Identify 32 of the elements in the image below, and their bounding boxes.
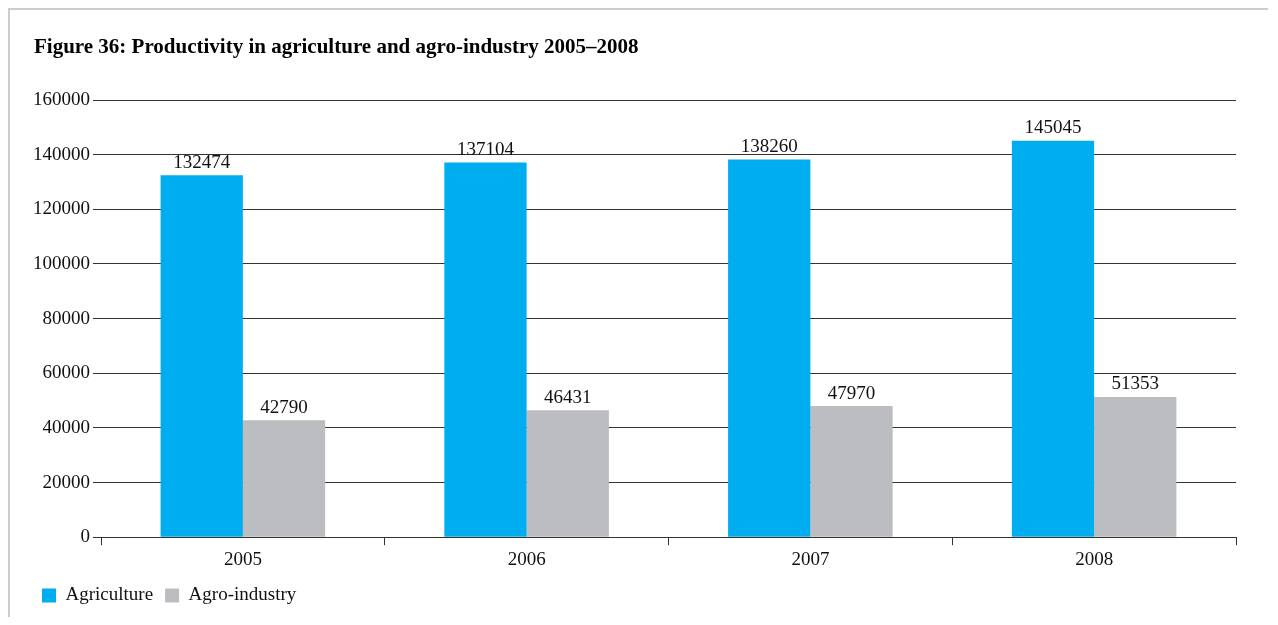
data-label: 137104 — [456, 138, 515, 160]
bar — [242, 420, 326, 537]
legend-label: Agriculture — [65, 583, 154, 605]
data-label: 138260 — [740, 134, 798, 156]
bar — [1011, 140, 1095, 537]
y-tick-label: 140000 — [33, 142, 90, 164]
data-label: 47970 — [827, 381, 876, 403]
y-tick-label: 40000 — [42, 415, 90, 437]
data-label: 42790 — [260, 395, 308, 417]
data-label: 51353 — [1111, 372, 1160, 394]
x-tick-label: 2007 — [791, 547, 830, 569]
bar — [526, 410, 609, 537]
y-tick-label: 160000 — [33, 87, 90, 109]
y-tick-label: 60000 — [42, 361, 90, 383]
chart-title: Figure 36: Productivity in agriculture and agro-industry 2005–2008 — [33, 33, 640, 60]
bar — [728, 159, 811, 537]
bar — [444, 162, 527, 537]
legend-label: Agro-industry — [188, 583, 297, 605]
y-tick-label: 100000 — [33, 251, 90, 273]
y-tick-label: 80000 — [42, 306, 90, 328]
y-tick-label: 20000 — [42, 470, 90, 492]
x-tick-label: 2006 — [507, 547, 546, 569]
bar — [810, 406, 893, 537]
data-label: 46431 — [544, 385, 592, 407]
x-tick-label: 2008 — [1075, 547, 1114, 569]
bar — [160, 175, 243, 537]
y-tick-label: 0 — [80, 525, 90, 547]
x-tick-label: 2005 — [223, 547, 262, 569]
y-tick-label: 120000 — [33, 197, 90, 219]
bar — [1094, 396, 1177, 537]
data-label: 145045 — [1024, 116, 1082, 138]
data-label: 132474 — [173, 150, 231, 172]
